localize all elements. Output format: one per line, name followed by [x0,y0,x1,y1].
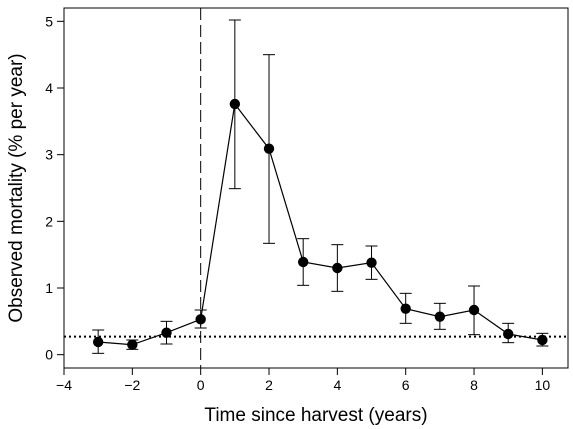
data-point [400,303,411,314]
series-line [98,102,543,346]
data-point [127,339,138,350]
x-axis-label: Time since harvest (years) [204,405,427,426]
data-point [537,334,548,346]
y-tick-label: 1 [45,280,53,296]
reference-lines [64,8,568,368]
x-tick-label: −4 [56,377,72,393]
y-tick-label: 4 [45,80,53,96]
plot-frame [63,7,569,369]
y-tick-label: 0 [45,347,53,363]
y-tick-label: 2 [45,213,53,229]
y-axis-label: Observed mortality (% per year) [6,53,27,322]
x-tick-label: 4 [333,377,341,393]
data-point [332,262,343,274]
x-tick-label: 10 [535,377,551,393]
data-point [195,314,206,325]
x-axis-ticks: −4 −2 0 2 4 6 8 10 [56,368,550,393]
data-point [263,143,275,154]
x-tick-label: 8 [470,377,478,393]
x-tick-label: 0 [197,377,205,393]
x-tick-label: 6 [402,377,410,393]
data-point [297,256,309,268]
y-tick-label: 3 [45,147,53,163]
error-bars [92,19,549,354]
data-point [434,311,446,322]
y-axis-ticks: 0 1 2 3 4 5 [45,13,64,363]
x-tick-label: −2 [124,377,140,393]
x-tick-label: 2 [265,377,273,393]
data-points [92,98,548,350]
y-tick-label: 5 [45,13,53,29]
data-point [161,327,172,338]
data-point [366,257,377,268]
data-point [92,336,104,348]
data-point [503,328,514,340]
data-point [468,304,480,316]
data-point [229,98,241,110]
